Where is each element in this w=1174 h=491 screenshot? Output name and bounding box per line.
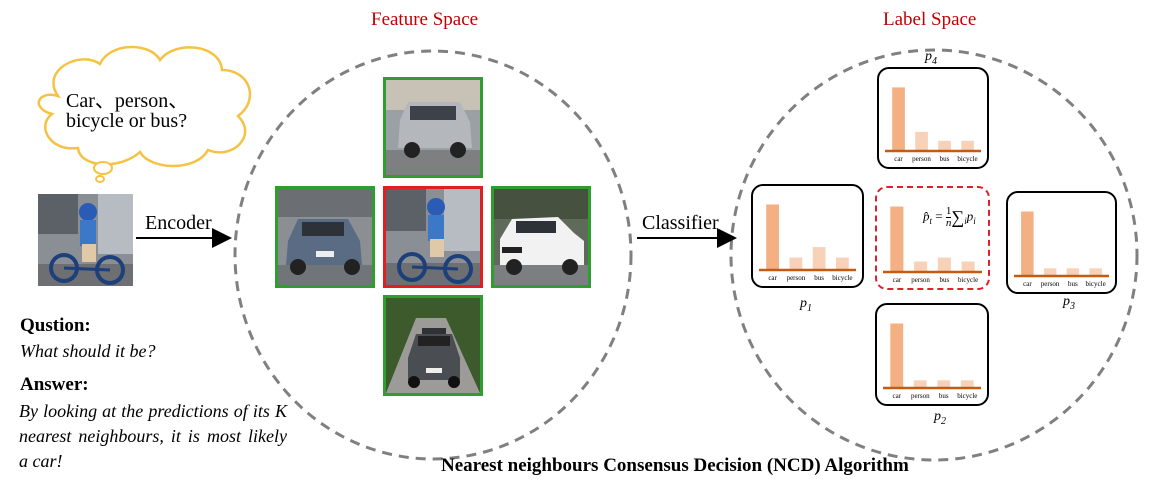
chart-card-p3: car person bus bicycle: [1006, 191, 1117, 294]
bar-p3-bus: [1066, 268, 1080, 276]
bubble-text-line2: bicycle or bus?: [66, 110, 188, 132]
bar-p4-bus: [938, 140, 951, 151]
consensus-formula: p̂t = 1 n ∑ipi: [923, 205, 976, 229]
tick-p3-car: car: [1023, 280, 1032, 288]
tick-pt-person: person: [911, 276, 930, 284]
input-image: [38, 194, 133, 286]
tick-p2-person: person: [911, 392, 930, 400]
bar-p1-bus: [812, 247, 826, 270]
tick-p2-bicycle: bicycle: [957, 392, 977, 400]
bar-pt-person: [914, 261, 928, 272]
bar-chart-p1: car person bus bicycle: [759, 204, 856, 282]
bar-chart-p2: car person bus bicycle: [883, 323, 981, 400]
bar-chart-pt: car person bus bicycle: [883, 206, 982, 284]
bar-p2-person: [913, 380, 927, 388]
tick-p3-bicycle: bicycle: [1085, 280, 1105, 288]
tick-p3-bus: bus: [1068, 280, 1078, 288]
bar-chart-p3: car person bus bicycle: [1014, 211, 1109, 288]
label-space-title: Label Space: [883, 9, 977, 30]
label-p4: p4: [925, 49, 937, 67]
tick-pt-car: car: [893, 276, 902, 284]
label-p1: p1: [800, 296, 812, 314]
thought-dot-small: [95, 175, 105, 183]
label-p3: p3: [1063, 294, 1075, 312]
formula-sum: ∑: [951, 207, 965, 227]
chart-card-p4: car person bus bicycle: [877, 67, 989, 169]
tick-pt-bicycle: bicycle: [958, 276, 978, 284]
question-heading: Qustion:: [20, 315, 91, 336]
tick-p1-person: person: [787, 274, 806, 282]
tick-p1-bicycle: bicycle: [832, 274, 852, 282]
algorithm-title: Nearest neighbours Consensus Decision (N…: [441, 455, 909, 476]
thought-bubble: [37, 45, 252, 168]
bar-p1-person: [789, 257, 803, 270]
bar-p1-bicycle: [836, 257, 849, 270]
tick-p4-bicycle: bicycle: [957, 155, 977, 163]
bar-pt-bus: [937, 257, 951, 272]
label-space-circle: [729, 48, 1139, 462]
query-image-center: [383, 186, 483, 288]
label-p2: p2: [934, 409, 946, 427]
bar-p4-bicycle: [961, 140, 974, 151]
thought-dot-large: [93, 161, 113, 175]
bar-p3-bicycle: [1089, 268, 1102, 276]
tick-p1-car: car: [768, 274, 777, 282]
tick-p4-car: car: [894, 155, 903, 163]
encoder-label: Encoder: [145, 212, 212, 234]
neighbour-image-bottom: [383, 295, 483, 396]
answer-text: By looking at the predictions of its K n…: [19, 401, 287, 471]
tick-p2-car: car: [893, 392, 902, 400]
answer-heading: Answer:: [20, 374, 89, 395]
bar-p4-car: [892, 87, 905, 151]
bar-p2-bicycle: [960, 380, 974, 388]
chart-card-pt: car person bus bicycle: [875, 186, 990, 290]
tick-p2-bus: bus: [939, 392, 949, 400]
tick-p4-person: person: [912, 155, 931, 163]
neighbour-image-top: [383, 77, 483, 178]
bubble-text-line1: Car、person、: [66, 90, 189, 112]
bar-pt-bicycle: [961, 261, 975, 272]
bar-p4-person: [915, 131, 928, 151]
tick-pt-bus: bus: [940, 276, 950, 284]
neighbour-image-right: [491, 186, 591, 288]
bar-pt-car: [890, 206, 904, 272]
bar-p3-car: [1021, 211, 1034, 276]
tick-p3-person: person: [1041, 280, 1060, 288]
classifier-label: Classifier: [642, 212, 719, 234]
tick-p1-bus: bus: [814, 274, 824, 282]
bar-p3-person: [1043, 268, 1057, 276]
neighbour-image-left: [275, 186, 375, 288]
bar-chart-p4: car person bus bicycle: [885, 87, 981, 163]
bar-p2-car: [890, 323, 904, 388]
formula-lhs: p̂: [923, 208, 930, 224]
question-text: What should it be?: [20, 341, 156, 361]
tick-p4-bus: bus: [940, 155, 950, 163]
feature-space-title: Feature Space: [371, 9, 479, 30]
bar-p2-bus: [937, 380, 951, 388]
chart-card-p2: car person bus bicycle: [875, 303, 989, 406]
bar-p1-car: [766, 204, 779, 270]
feature-space-circle: [233, 49, 633, 461]
chart-card-p1: car person bus bicycle: [751, 184, 864, 288]
